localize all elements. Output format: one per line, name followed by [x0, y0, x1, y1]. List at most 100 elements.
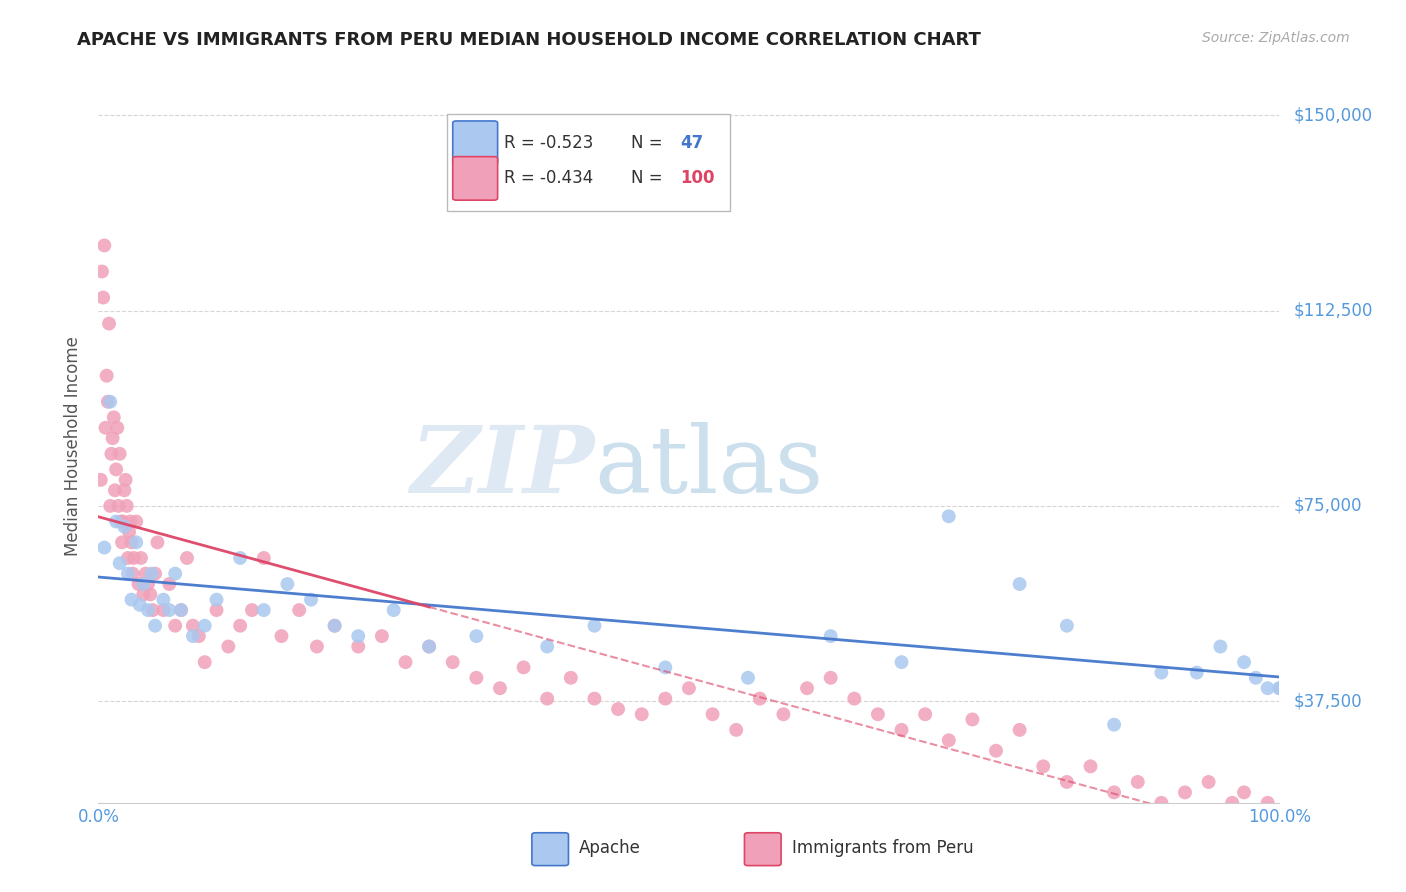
Point — [194, 618, 217, 632]
Point — [165, 566, 187, 581]
Point — [117, 566, 139, 581]
Point — [152, 592, 174, 607]
Point — [1257, 681, 1279, 696]
Point — [142, 603, 165, 617]
Point — [1008, 723, 1031, 737]
Text: APACHE VS IMMIGRANTS FROM PERU MEDIAN HOUSEHOLD INCOME CORRELATION CHART: APACHE VS IMMIGRANTS FROM PERU MEDIAN HO… — [77, 31, 981, 49]
Point — [194, 655, 217, 669]
Point — [181, 629, 204, 643]
Point — [125, 535, 148, 549]
Point — [217, 640, 239, 654]
Point — [1244, 671, 1267, 685]
FancyBboxPatch shape — [744, 833, 782, 865]
Point — [1080, 759, 1102, 773]
Point — [489, 681, 512, 696]
Point — [98, 499, 121, 513]
Point — [654, 660, 676, 674]
Text: 100: 100 — [681, 169, 716, 187]
Point — [135, 566, 157, 581]
Point — [112, 483, 135, 498]
Point — [122, 551, 145, 566]
Point — [101, 431, 124, 445]
Point — [143, 566, 166, 581]
Point — [108, 447, 131, 461]
Point — [465, 671, 488, 685]
Point — [654, 691, 676, 706]
Point — [132, 587, 155, 601]
Point — [1198, 775, 1220, 789]
Point — [323, 618, 346, 632]
Text: atlas: atlas — [595, 423, 824, 512]
Point — [115, 499, 138, 513]
Point — [536, 640, 558, 654]
Point — [938, 733, 960, 747]
Point — [187, 629, 209, 643]
Point — [90, 473, 112, 487]
Point — [132, 577, 155, 591]
Point — [143, 618, 166, 632]
Point — [240, 603, 263, 617]
Point — [112, 515, 135, 529]
Point — [371, 629, 394, 643]
Point — [91, 264, 114, 278]
Point — [441, 655, 464, 669]
Point — [146, 535, 169, 549]
Point — [820, 629, 842, 643]
Point — [96, 368, 118, 383]
Point — [607, 702, 630, 716]
Point — [253, 551, 276, 566]
Point — [1150, 665, 1173, 680]
Point — [866, 707, 889, 722]
Point — [844, 691, 866, 706]
Point — [418, 640, 440, 654]
Point — [1244, 812, 1267, 826]
Text: $37,500: $37,500 — [1294, 692, 1362, 710]
Text: Source: ZipAtlas.com: Source: ZipAtlas.com — [1202, 31, 1350, 45]
Point — [890, 655, 912, 669]
Point — [111, 535, 134, 549]
Point — [382, 603, 405, 617]
Point — [114, 473, 136, 487]
Point — [1233, 655, 1256, 669]
Point — [98, 394, 121, 409]
Point — [103, 410, 125, 425]
Point — [1102, 785, 1125, 799]
Point — [938, 509, 960, 524]
Point — [583, 618, 606, 632]
Point — [1174, 785, 1197, 799]
Point — [253, 603, 276, 617]
Point — [120, 515, 142, 529]
Point — [121, 566, 143, 581]
Point — [139, 587, 162, 601]
Point — [394, 655, 416, 669]
Point — [105, 515, 128, 529]
Text: Apache: Apache — [579, 838, 641, 856]
Point — [583, 691, 606, 706]
Point — [93, 541, 115, 555]
Point — [125, 515, 148, 529]
Text: ZIP: ZIP — [411, 423, 595, 512]
Point — [725, 723, 748, 737]
Point — [157, 603, 180, 617]
FancyBboxPatch shape — [531, 833, 568, 865]
Point — [678, 681, 700, 696]
Point — [104, 483, 127, 498]
Point — [347, 629, 370, 643]
Point — [1268, 827, 1291, 841]
Point — [560, 671, 582, 685]
Point — [299, 592, 322, 607]
Point — [136, 603, 159, 617]
Point — [536, 691, 558, 706]
Point — [890, 723, 912, 737]
Point — [305, 640, 328, 654]
Point — [418, 640, 440, 654]
Point — [288, 603, 311, 617]
Point — [93, 238, 115, 252]
Point — [1268, 812, 1291, 826]
Point — [118, 524, 141, 539]
Point — [108, 556, 131, 570]
Point — [1268, 681, 1291, 696]
Point — [121, 535, 143, 549]
Point — [1008, 577, 1031, 591]
Text: 47: 47 — [681, 134, 704, 152]
